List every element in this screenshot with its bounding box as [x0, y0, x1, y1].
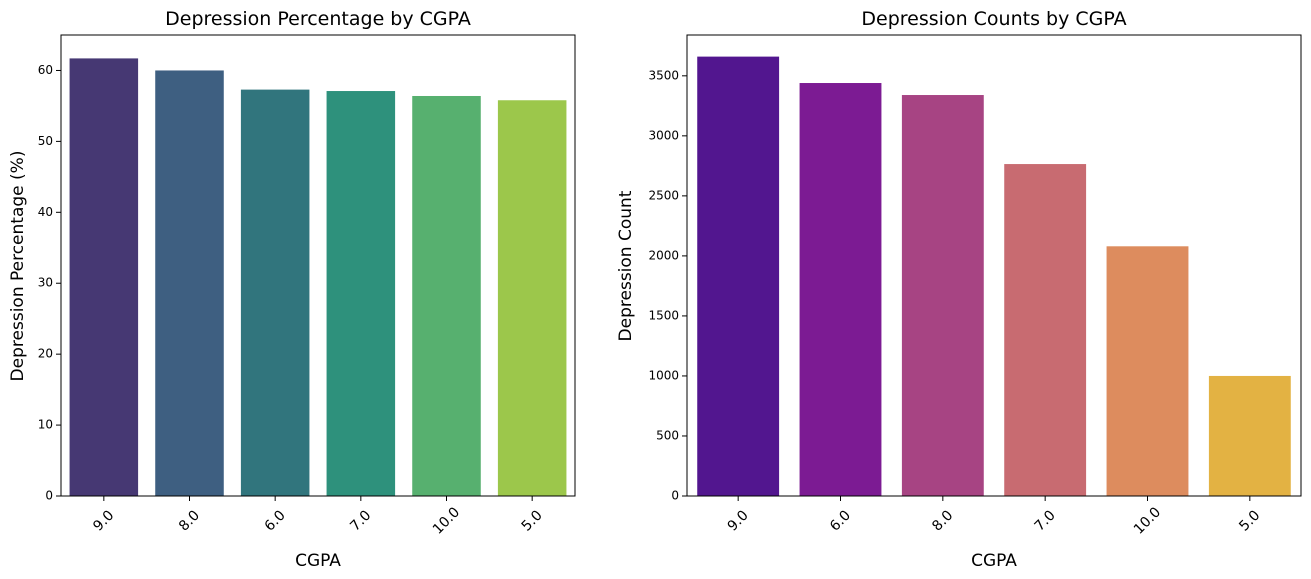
bars	[69, 58, 567, 497]
y-tick-label: 10	[38, 418, 53, 432]
y-tick-label: 50	[38, 134, 53, 148]
y-tick-label: 60	[38, 63, 53, 77]
y-tick-label: 40	[38, 205, 53, 219]
x-tick-label: 7.0	[347, 507, 374, 534]
x-axis-label: CGPA	[295, 551, 341, 571]
chart-depression-counts: Depression Counts by CGPA Depression Cou…	[616, 8, 1302, 571]
y-tick-label: 2500	[648, 188, 679, 202]
x-tick-label: 9.0	[725, 507, 752, 534]
x-tick-label: 10.0	[1131, 504, 1164, 537]
y-tick-label: 0	[45, 489, 53, 503]
plot-frame	[60, 34, 576, 497]
bar	[799, 83, 882, 496]
chart-title: Depression Counts by CGPA	[861, 8, 1126, 30]
chart-title: Depression Percentage by CGPA	[165, 8, 471, 30]
x-tick-label: 5.0	[1236, 507, 1263, 534]
y-tick-label: 0	[671, 489, 679, 503]
bar	[1004, 164, 1087, 497]
bar	[1208, 375, 1291, 496]
y-tick-label: 2000	[648, 248, 679, 262]
x-axis: 9.0 8.0 6.0 7.0 10.0 5.0	[90, 496, 546, 538]
y-tick-label: 3000	[648, 128, 679, 142]
x-tick-label: 9.0	[90, 507, 117, 534]
bar	[497, 100, 567, 496]
y-tick-label: 20	[38, 347, 53, 361]
y-axis: 0 500 1000 1500 2000 2500 3000 3500	[648, 68, 687, 503]
y-axis-label: Depression Percentage (%)	[8, 151, 28, 382]
y-tick-label: 30	[38, 276, 53, 290]
bar	[69, 58, 139, 497]
y-tick-label: 1500	[648, 308, 679, 322]
y-tick-label: 1000	[648, 368, 679, 382]
x-axis: 9.0 6.0 8.0 7.0 10.0 5.0	[725, 496, 1263, 538]
bar	[155, 70, 224, 496]
plot-frame	[686, 34, 1302, 497]
bar	[1106, 246, 1189, 496]
x-axis-label: CGPA	[971, 551, 1017, 571]
y-tick-label: 500	[656, 428, 679, 442]
bar	[412, 95, 481, 497]
bar	[901, 95, 984, 497]
y-axis-label: Depression Count	[616, 190, 636, 341]
bar	[240, 89, 310, 496]
x-tick-label: 10.0	[430, 504, 463, 537]
x-tick-label: 7.0	[1032, 507, 1059, 534]
x-tick-label: 6.0	[827, 507, 854, 534]
x-tick-label: 6.0	[262, 507, 289, 534]
y-tick-label: 3500	[648, 68, 679, 82]
bar	[697, 56, 780, 496]
x-tick-label: 5.0	[519, 507, 546, 534]
x-tick-label: 8.0	[176, 507, 203, 534]
x-tick-label: 8.0	[929, 507, 956, 534]
bars	[697, 56, 1291, 497]
y-axis: 0 10 20 30 40 50 60	[38, 63, 61, 503]
chart-depression-percentage: Depression Percentage by CGPA Depression…	[8, 8, 576, 571]
bar	[326, 91, 396, 496]
